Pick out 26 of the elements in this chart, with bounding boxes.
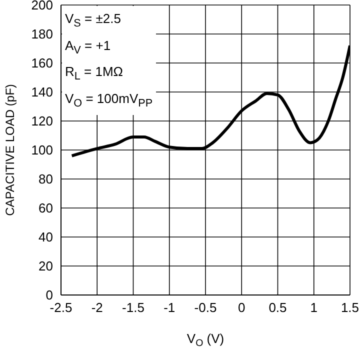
y-tick-label: 160 (31, 56, 53, 71)
y-tick-label: 140 (31, 84, 53, 100)
x-tick-label: -2 (91, 300, 103, 316)
y-tick-label: 200 (31, 0, 53, 13)
y-tick-label: 0 (46, 288, 53, 303)
x-axis-title: V$_{O}$ (V) (186, 331, 224, 348)
y-tick-label: 180 (31, 26, 53, 42)
x-tick-label: 0.5 (268, 300, 287, 316)
y-tick-label: 100 (31, 142, 53, 158)
y-tick-label: 20 (38, 258, 53, 274)
y-axis-title: CAPACITIVE LOAD (pF) (3, 84, 18, 216)
annotation: A$_{V}$ = +1 (65, 36, 112, 58)
annotation: V$_{S}$ = ±2.5 (65, 10, 122, 32)
x-tick-label: -2.5 (50, 300, 72, 316)
annotation: V$_{O}$ = 100mV$_{PP}$ (65, 90, 153, 112)
annotation: R$_{L}$ = 1MΩ (65, 63, 124, 85)
y-tick-label: 60 (38, 200, 53, 216)
x-tick-label: -0.5 (194, 300, 217, 316)
y-tick-label: 120 (31, 114, 53, 129)
x-tick-label: 0 (238, 300, 246, 316)
x-tick-label: 1 (310, 300, 318, 316)
x-tick-label: -1.5 (122, 300, 144, 316)
y-tick-label: 40 (38, 230, 53, 245)
x-tick-label: 1.5 (340, 300, 360, 316)
x-tick-label: -1 (164, 300, 176, 316)
y-tick-label: 80 (38, 172, 53, 187)
